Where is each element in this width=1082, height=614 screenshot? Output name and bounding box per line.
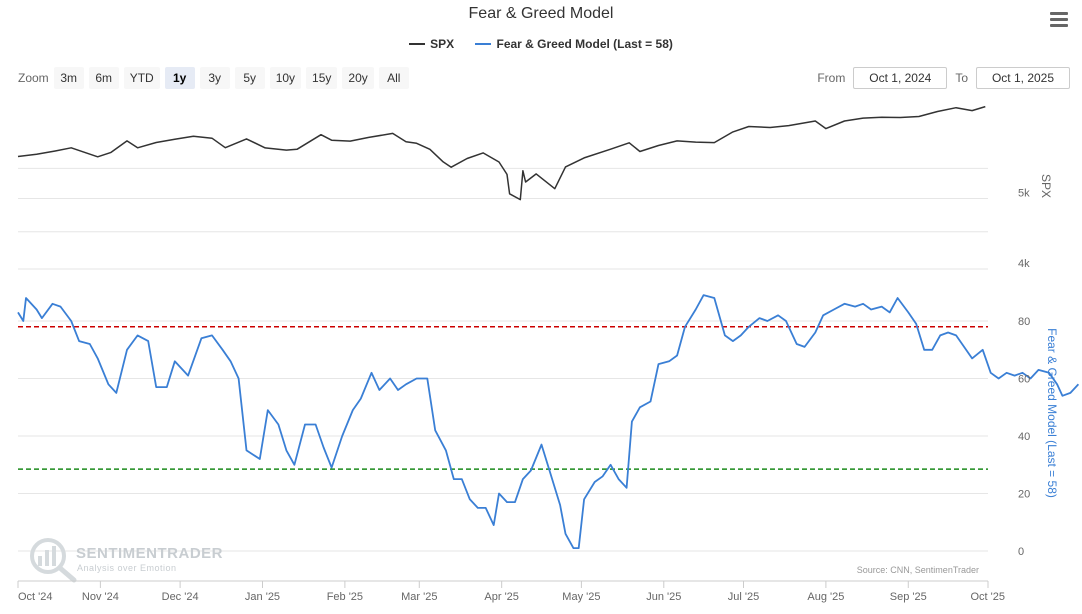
zoom-button-all[interactable]: All — [378, 67, 409, 89]
zoom-label: Zoom — [18, 71, 49, 85]
fear-greed-tick-label: 60 — [1018, 374, 1030, 386]
credit-text: Source: CNN, SentimenTrader — [857, 565, 979, 575]
to-label: To — [955, 71, 968, 85]
x-tick-label: Apr '25 — [484, 591, 519, 603]
x-tick-label: Jun '25 — [646, 591, 681, 603]
zoom-button-20y[interactable]: 20y — [342, 67, 374, 89]
zoom-button-ytd[interactable]: YTD — [123, 67, 160, 89]
x-tick-label: Nov '24 — [82, 591, 119, 603]
x-tick-label: Mar '25 — [401, 591, 437, 603]
x-tick-label: Oct '25 — [970, 591, 1005, 603]
legend-item-spx[interactable]: SPX — [409, 37, 454, 51]
zoom-button-10y[interactable]: 10y — [269, 67, 302, 89]
x-tick-label: Aug '25 — [807, 591, 844, 603]
axes: 4k 5k SPX 0 20 40 60 80 Fear & Greed Model (Last… — [17, 174, 1059, 603]
legend-label-spx: SPX — [430, 37, 455, 51]
x-tick-label: Jul '25 — [728, 591, 759, 603]
zoom-button-5y[interactable]: 5y — [234, 67, 265, 89]
legend: SPX Fear & Greed Model (Last = 58) — [0, 34, 1082, 51]
legend-label-fear-greed: Fear & Greed Model (Last = 58) — [496, 37, 673, 51]
watermark-tagline: Analysis over Emotion — [77, 563, 177, 573]
zoom-bar: Zoom 3m 6m YTD 1y 3y 5y 10y 15y 20y All — [18, 67, 414, 89]
chart-title: Fear & Greed Model — [468, 5, 614, 22]
fear-greed-tick-label: 20 — [1018, 489, 1030, 501]
fear-greed-tick-label: 80 — [1018, 316, 1030, 328]
x-tick-label: Oct '24 — [18, 591, 53, 603]
zoom-button-3m[interactable]: 3m — [53, 67, 84, 89]
spx-axis-title: SPX — [1039, 174, 1053, 198]
legend-swatch-spx — [409, 43, 426, 45]
x-tick-label: Jan '25 — [245, 591, 280, 603]
legend-item-fear-greed[interactable]: Fear & Greed Model (Last = 58) — [475, 37, 673, 51]
zoom-button-3y[interactable]: 3y — [199, 67, 230, 89]
to-date-input[interactable] — [976, 67, 1070, 89]
reference-lines — [18, 326, 988, 470]
x-tick-label: Feb '25 — [327, 591, 363, 603]
hamburger-menu-icon[interactable] — [1050, 12, 1068, 28]
x-tick-label: Sep '25 — [890, 591, 927, 603]
from-label: From — [817, 71, 846, 85]
from-date-input[interactable] — [853, 67, 948, 89]
spx-tick-label: 4k — [1018, 258, 1030, 270]
fear-greed-axis-title: Fear & Greed Model (Last = 58) — [1045, 328, 1059, 498]
spx-tick-label: 5k — [1018, 187, 1030, 199]
zoom-button-6m[interactable]: 6m — [88, 67, 119, 89]
spx-line — [17, 105, 986, 201]
zoom-button-1y[interactable]: 1y — [164, 67, 195, 89]
zoom-button-15y[interactable]: 15y — [306, 67, 338, 89]
x-tick-label: Dec '24 — [162, 591, 199, 603]
watermark-name: SENTIMENTRADER — [76, 545, 223, 562]
gridlines — [18, 167, 988, 552]
x-tick-label: May '25 — [562, 591, 600, 603]
watermark-logo: SENTIMENTRADER Analysis over Emotion — [30, 538, 223, 583]
watermark-magnifier-icon — [30, 538, 66, 574]
legend-swatch-fear-greed — [475, 43, 492, 45]
fear-greed-line — [17, 294, 1080, 549]
series — [17, 105, 1080, 549]
fear-greed-tick-label: 40 — [1018, 431, 1030, 443]
date-range-selector: From To — [809, 67, 1070, 89]
fear-greed-tick-label: 0 — [1018, 546, 1024, 558]
